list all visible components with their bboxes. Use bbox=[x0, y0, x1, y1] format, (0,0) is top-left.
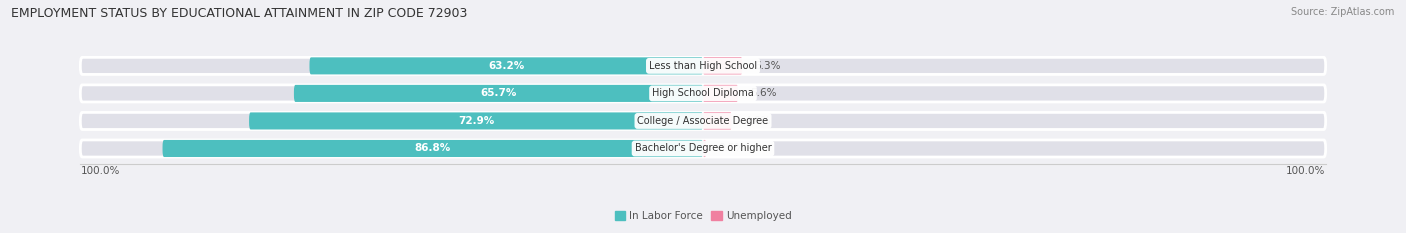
Text: 4.6%: 4.6% bbox=[744, 116, 770, 126]
FancyBboxPatch shape bbox=[80, 57, 1326, 74]
Text: 100.0%: 100.0% bbox=[1286, 166, 1326, 176]
FancyBboxPatch shape bbox=[249, 112, 703, 130]
FancyBboxPatch shape bbox=[80, 140, 1326, 157]
Text: EMPLOYMENT STATUS BY EDUCATIONAL ATTAINMENT IN ZIP CODE 72903: EMPLOYMENT STATUS BY EDUCATIONAL ATTAINM… bbox=[11, 7, 468, 20]
Text: High School Diploma: High School Diploma bbox=[652, 88, 754, 98]
FancyBboxPatch shape bbox=[703, 140, 706, 157]
Text: 100.0%: 100.0% bbox=[80, 166, 120, 176]
Text: 5.6%: 5.6% bbox=[751, 88, 778, 98]
FancyBboxPatch shape bbox=[309, 57, 703, 74]
Text: 6.3%: 6.3% bbox=[755, 61, 782, 71]
FancyBboxPatch shape bbox=[163, 140, 703, 157]
Text: Source: ZipAtlas.com: Source: ZipAtlas.com bbox=[1291, 7, 1395, 17]
Text: 72.9%: 72.9% bbox=[458, 116, 494, 126]
FancyBboxPatch shape bbox=[703, 85, 738, 102]
FancyBboxPatch shape bbox=[80, 85, 1326, 102]
Text: 65.7%: 65.7% bbox=[481, 88, 516, 98]
Legend: In Labor Force, Unemployed: In Labor Force, Unemployed bbox=[610, 207, 796, 226]
Text: Less than High School: Less than High School bbox=[650, 61, 756, 71]
Text: 86.8%: 86.8% bbox=[415, 144, 451, 154]
FancyBboxPatch shape bbox=[703, 112, 731, 130]
Text: 63.2%: 63.2% bbox=[488, 61, 524, 71]
Text: Bachelor's Degree or higher: Bachelor's Degree or higher bbox=[634, 144, 772, 154]
FancyBboxPatch shape bbox=[294, 85, 703, 102]
Text: 0.5%: 0.5% bbox=[718, 144, 745, 154]
Text: College / Associate Degree: College / Associate Degree bbox=[637, 116, 769, 126]
FancyBboxPatch shape bbox=[80, 112, 1326, 130]
FancyBboxPatch shape bbox=[703, 57, 742, 74]
